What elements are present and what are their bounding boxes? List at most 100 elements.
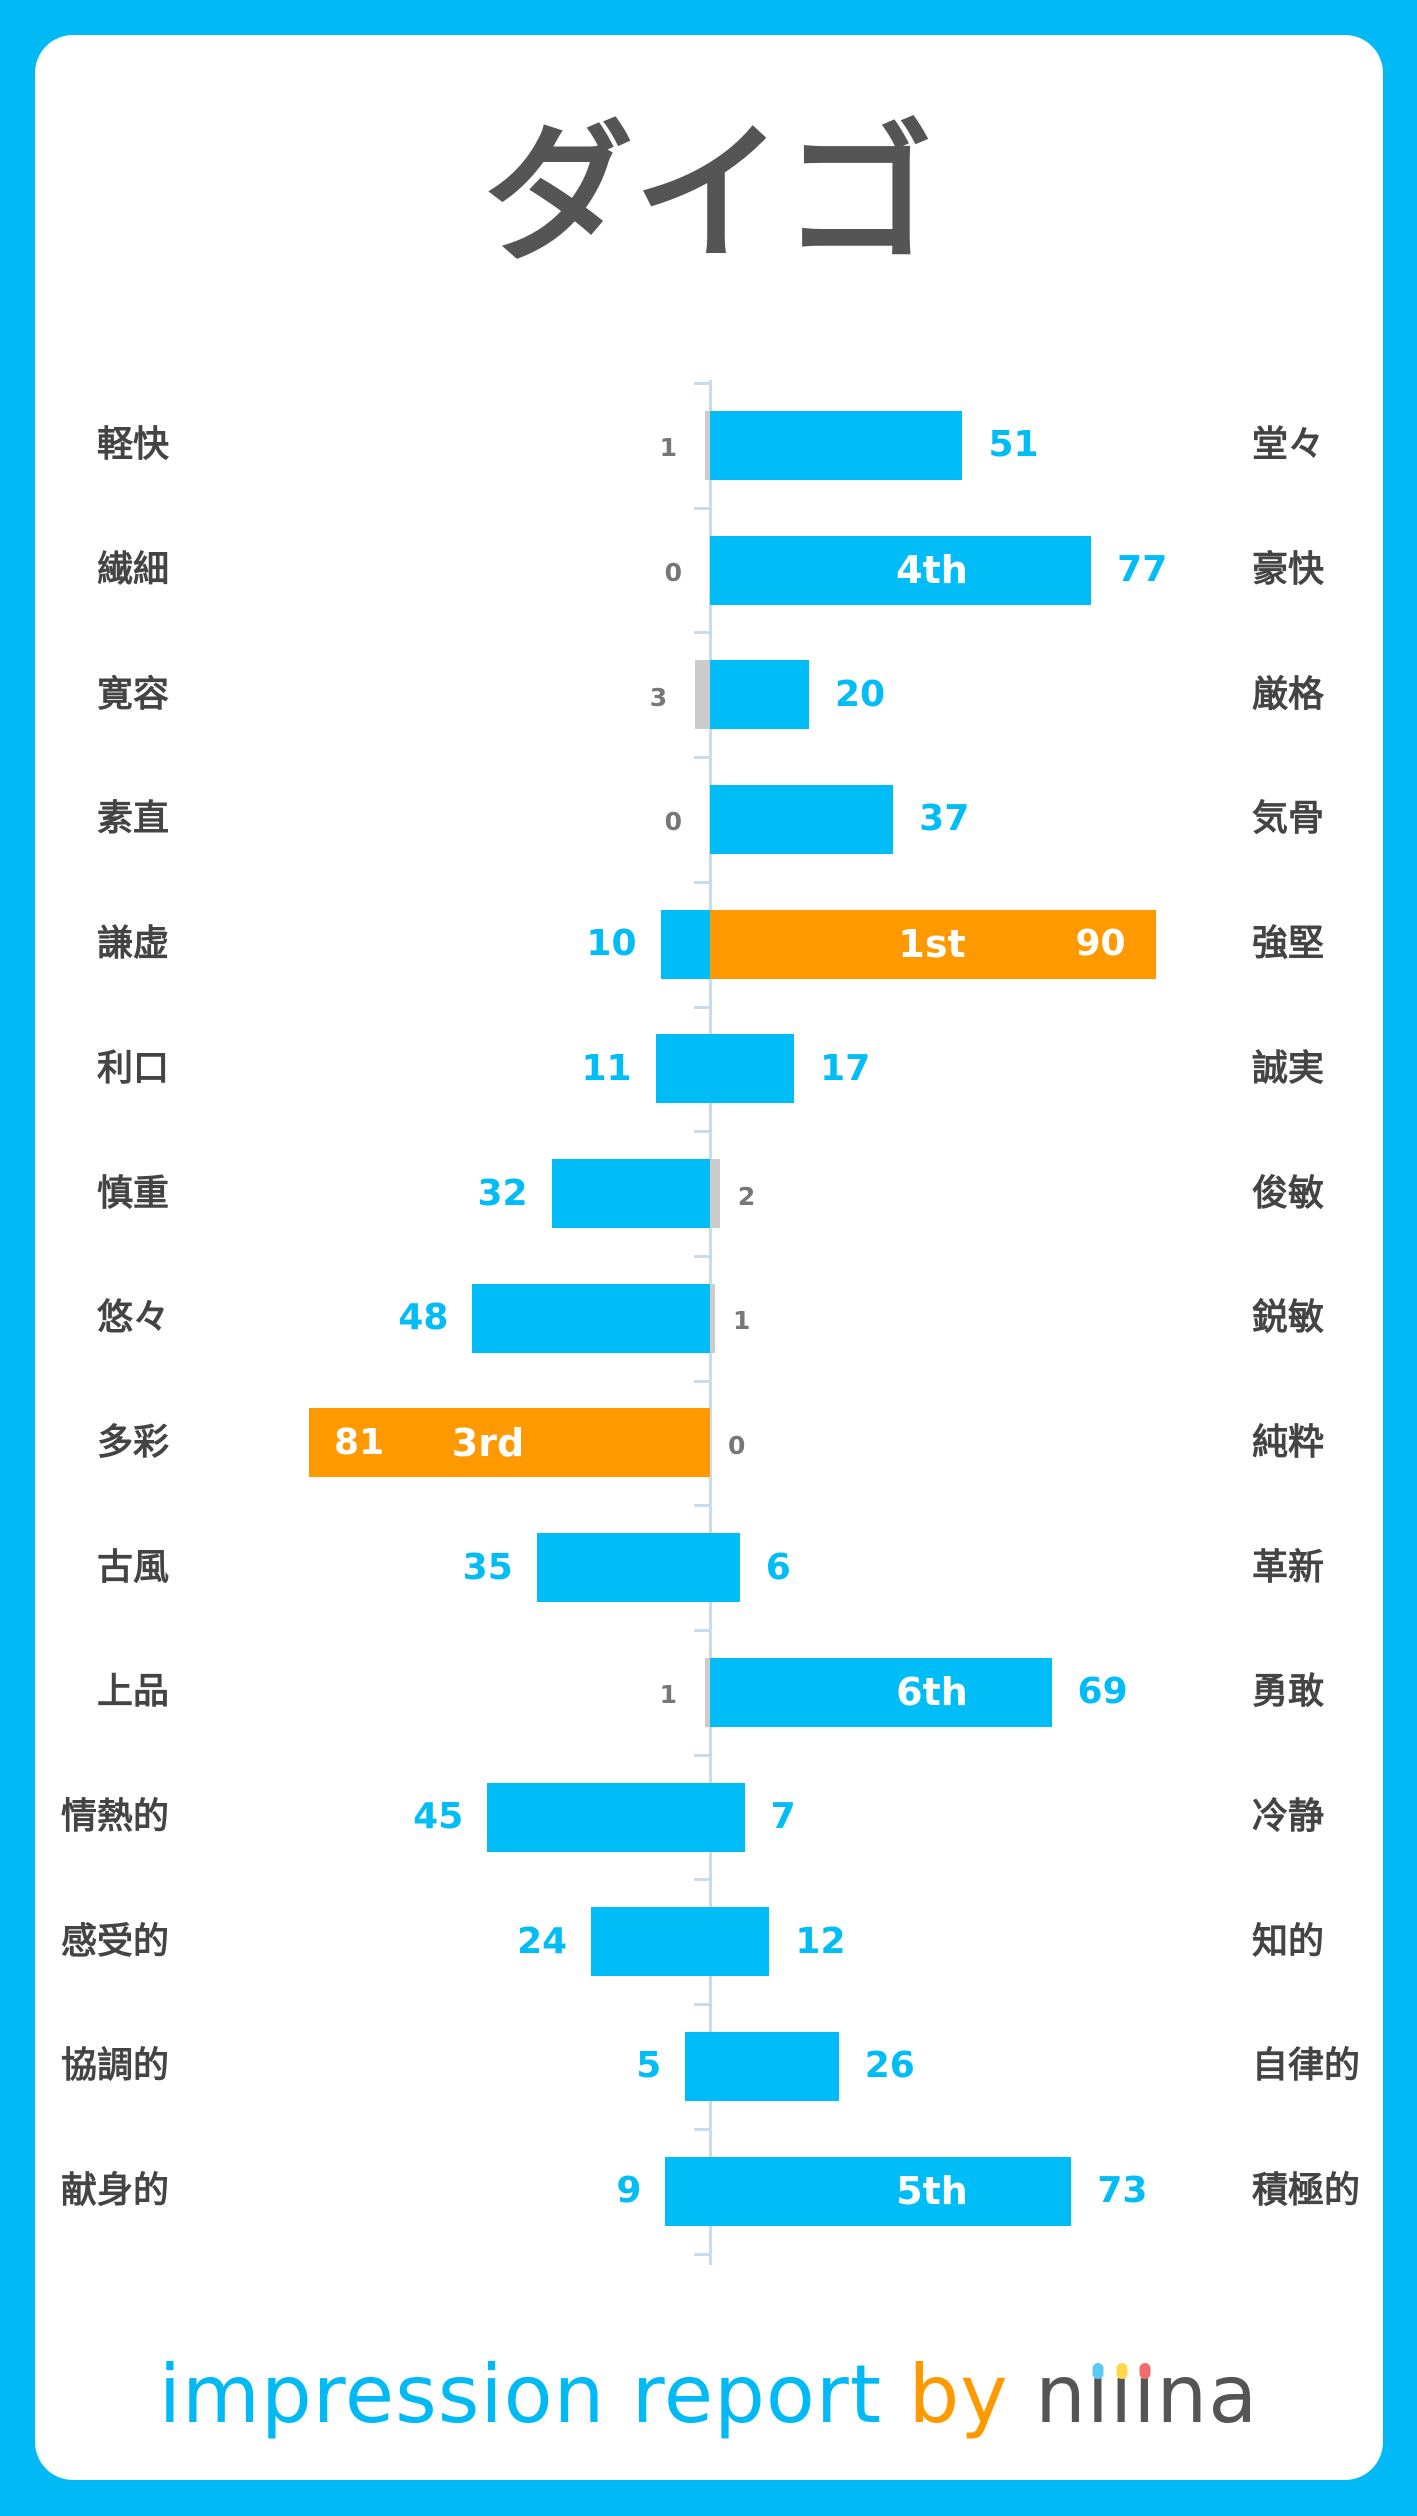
left-value: 1 <box>659 1680 678 1710</box>
left-value: 81 <box>334 1421 385 1463</box>
right-trait-label: 自律的 <box>1252 2045 1361 2087</box>
rank-badge: 6th <box>896 1670 968 1715</box>
axis-tick <box>694 1753 710 1757</box>
right-value: 17 <box>820 1047 871 1089</box>
right-bar <box>710 535 1092 605</box>
right-value: 12 <box>795 1920 846 1962</box>
right-value: 77 <box>1117 549 1168 591</box>
brand-letter: a <box>1208 2348 1259 2441</box>
right-bar <box>710 2031 839 2101</box>
left-bar <box>472 1283 710 1353</box>
left-bar <box>685 2031 710 2101</box>
right-bar <box>710 1533 740 1603</box>
brand-letter-i: ı <box>1133 2348 1157 2441</box>
right-value: 20 <box>835 673 886 715</box>
left-bar <box>309 1408 710 1478</box>
right-value: 6 <box>765 1546 791 1588</box>
right-value: 2 <box>737 1181 756 1211</box>
rank-badge: 1st <box>898 922 966 967</box>
right-trait-label: 強堅 <box>1252 923 1325 965</box>
right-bar <box>710 1034 795 1104</box>
right-bar <box>710 1782 745 1852</box>
left-trait-label: 素直 <box>96 798 169 840</box>
right-trait-label: 勇敢 <box>1252 1671 1325 1713</box>
brand-letter: n <box>1156 2348 1209 2441</box>
left-value: 45 <box>413 1796 464 1838</box>
brand-letter: n <box>1035 2348 1087 2441</box>
left-trait-label: 謙虚 <box>96 923 169 965</box>
axis-tick <box>694 1130 710 1134</box>
left-trait-label: 利口 <box>96 1047 169 1089</box>
rank-badge: 3rd <box>451 1420 525 1465</box>
left-trait-label: 上品 <box>96 1671 169 1713</box>
right-value: 0 <box>728 1430 746 1460</box>
left-bar <box>665 2156 710 2226</box>
footer-impression-report: impression report <box>158 2348 883 2441</box>
left-trait-label: 感受的 <box>60 1920 169 1962</box>
left-bar <box>551 1159 710 1229</box>
brand-dot <box>1092 2363 1104 2379</box>
left-trait-label: 悠々 <box>96 1297 169 1339</box>
brand-dot <box>1139 2363 1151 2379</box>
axis-tick <box>694 756 710 760</box>
left-trait-label: 献身的 <box>60 2170 169 2212</box>
brand-niiina: nı ı ı na <box>1035 2348 1258 2441</box>
left-value: 32 <box>477 1172 528 1214</box>
axis-tick <box>694 1629 710 1632</box>
axis-tick <box>694 382 710 385</box>
axis-tick <box>694 2127 710 2131</box>
footer-by: by <box>908 2348 1009 2441</box>
left-trait-label: 軽快 <box>96 424 169 466</box>
right-trait-label: 知的 <box>1252 1920 1325 1962</box>
left-bar <box>705 1657 710 1727</box>
right-value: 51 <box>988 424 1039 466</box>
left-value: 0 <box>664 807 682 837</box>
rank-badge: 5th <box>896 2169 968 2214</box>
right-trait-label: 鋭敏 <box>1252 1297 1325 1339</box>
left-value: 10 <box>586 923 637 965</box>
right-trait-label: 厳格 <box>1252 673 1325 715</box>
right-trait-label: 革新 <box>1252 1546 1325 1588</box>
right-bar <box>710 410 963 480</box>
axis-tick <box>694 2003 710 2007</box>
right-bar <box>710 1159 720 1229</box>
left-value: 3 <box>649 682 668 712</box>
right-bar <box>710 909 1156 979</box>
left-trait-label: 情熱的 <box>60 1796 169 1838</box>
axis-tick <box>694 1005 710 1009</box>
right-value: 90 <box>1075 923 1126 965</box>
right-trait-label: 誠実 <box>1252 1047 1325 1089</box>
brand-dot <box>1116 2363 1128 2379</box>
left-trait-label: 協調的 <box>60 2045 169 2087</box>
axis-tick <box>694 506 710 510</box>
right-value: 1 <box>732 1306 751 1336</box>
left-bar <box>695 660 710 730</box>
left-value: 24 <box>517 1920 568 1962</box>
right-trait-label: 純粋 <box>1252 1421 1325 1463</box>
right-trait-label: 豪快 <box>1252 549 1325 591</box>
left-bar <box>655 1034 710 1104</box>
right-value: 69 <box>1077 1671 1128 1713</box>
right-bar <box>710 784 894 854</box>
left-bar <box>705 410 710 480</box>
brand-letter-i: ı <box>1110 2348 1134 2441</box>
right-value: 7 <box>770 1796 796 1838</box>
left-bar <box>536 1533 710 1603</box>
left-bar <box>487 1782 710 1852</box>
right-value: 73 <box>1097 2170 1148 2212</box>
right-trait-label: 気骨 <box>1252 798 1325 840</box>
left-value: 9 <box>616 2170 642 2212</box>
page-title: ダイゴ <box>483 108 934 282</box>
axis-tick <box>694 1379 710 1383</box>
axis-tick <box>694 2252 710 2256</box>
axis-tick <box>694 631 710 635</box>
left-trait-label: 繊細 <box>96 549 169 591</box>
right-trait-label: 俊敏 <box>1252 1172 1325 1214</box>
left-value: 35 <box>462 1546 513 1588</box>
left-value: 48 <box>398 1297 449 1339</box>
right-bar <box>710 2156 1072 2226</box>
footer-logo: impression report by nı ı ı na <box>0 2345 1417 2445</box>
left-bar <box>660 909 710 979</box>
brand-letter-i: ı <box>1086 2348 1111 2441</box>
right-bar <box>710 1907 770 1977</box>
